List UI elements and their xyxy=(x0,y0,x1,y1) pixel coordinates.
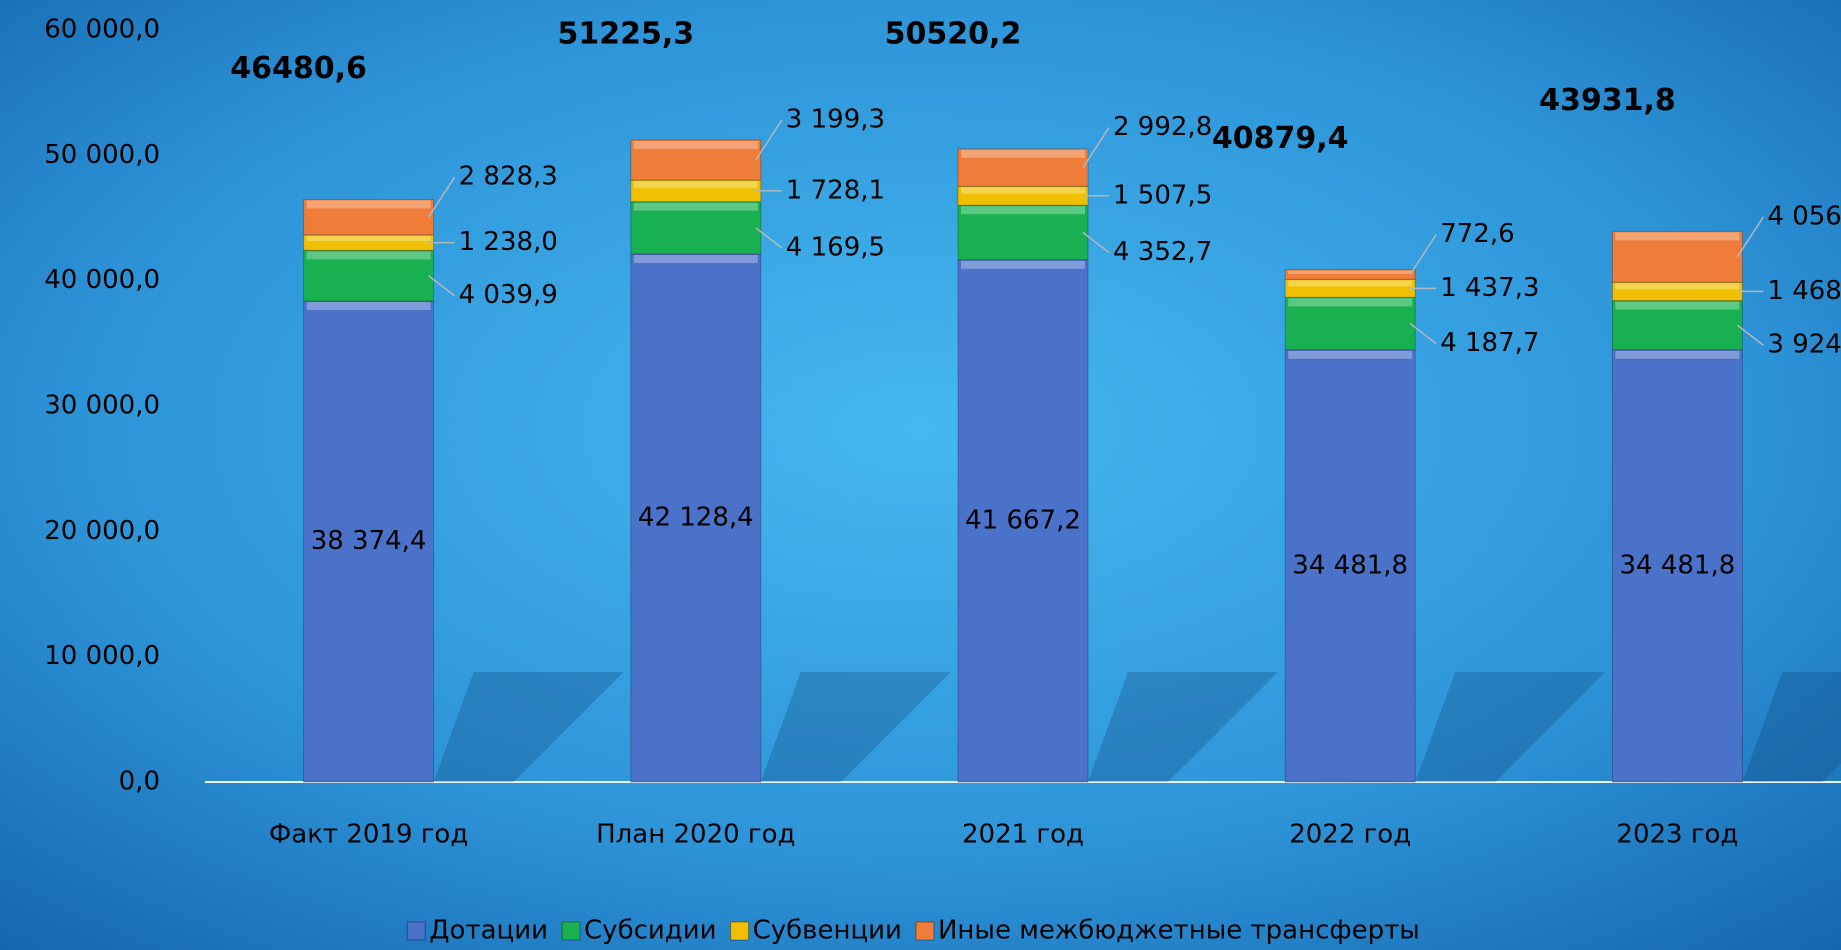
legend: Дотации Субсидии Субвенции Иные межбюджетны… xyxy=(406,916,1420,946)
leader-line xyxy=(427,176,456,218)
bar-bevel xyxy=(633,181,758,189)
leader-line xyxy=(755,119,783,161)
value-label: 42 128,4 xyxy=(638,502,754,532)
bar-bevel xyxy=(1615,350,1740,359)
legend-label: Иные межбюджетные трансферты xyxy=(938,916,1420,946)
bar-bevel xyxy=(961,149,1085,158)
bar-bevel xyxy=(306,302,431,311)
value-label: 34 481,8 xyxy=(1292,550,1408,580)
bar-bevel xyxy=(633,254,758,263)
y-tick-label: 30 000,0 xyxy=(44,391,160,421)
bar-bevel xyxy=(306,251,431,260)
legend-swatch xyxy=(730,921,750,941)
bar-bevel xyxy=(1615,232,1740,241)
value-label: 41 667,2 xyxy=(965,505,1081,535)
y-tick-label: 0,0 xyxy=(119,767,160,797)
y-tick-label: 40 000,0 xyxy=(44,265,160,295)
leader-line xyxy=(1736,324,1764,346)
bar-bevel xyxy=(961,206,1085,215)
legend-label: Дотации xyxy=(429,916,548,946)
bar-bevel xyxy=(1288,270,1413,274)
value-label: 4 352,7 xyxy=(1113,237,1212,267)
total-label: 51225,3 xyxy=(557,17,694,52)
bar-bevel xyxy=(1288,298,1413,307)
value-label: 1 728,1 xyxy=(786,175,885,205)
value-label: 1 468,6 xyxy=(1767,276,1841,306)
bar-shadow xyxy=(1742,672,1841,782)
total-label: 50520,2 xyxy=(885,17,1022,52)
value-label: 1 238,0 xyxy=(459,227,558,257)
bar-shadow xyxy=(1088,672,1278,782)
bar-bevel xyxy=(306,200,431,209)
leader-line xyxy=(755,227,783,249)
bar-bevel xyxy=(1288,280,1413,287)
y-tick-label: 50 000,0 xyxy=(44,140,160,170)
value-label: 34 481,8 xyxy=(1620,550,1736,580)
bar-segment xyxy=(303,249,435,302)
bar-bevel xyxy=(961,187,1085,194)
value-label: 772,6 xyxy=(1440,219,1514,249)
value-label: 3 924,6 xyxy=(1767,330,1841,360)
legend-swatch xyxy=(561,921,581,941)
bar-bevel xyxy=(306,235,431,242)
value-label: 1 437,3 xyxy=(1440,273,1539,303)
total-label: 40879,4 xyxy=(1212,121,1349,156)
value-label: 1 507,5 xyxy=(1113,180,1212,210)
legend-swatch xyxy=(915,921,935,941)
legend-swatch xyxy=(406,921,426,941)
y-tick-label: 20 000,0 xyxy=(44,516,160,546)
leader-line xyxy=(1082,127,1110,168)
value-label: 2 828,3 xyxy=(459,162,558,192)
bar-bevel xyxy=(633,202,758,211)
bar-segment xyxy=(1284,269,1416,280)
x-tick-label: 2021 год xyxy=(962,820,1084,850)
x-tick-label: Факт 2019 год xyxy=(269,820,468,850)
bar-segment xyxy=(630,201,762,255)
x-tick-label: 2022 год xyxy=(1289,820,1411,850)
bar-shadow xyxy=(433,672,624,782)
leader-line xyxy=(1409,322,1437,345)
bar-segment xyxy=(1611,300,1743,351)
bar-shadow xyxy=(1415,672,1606,782)
value-label: 4 039,9 xyxy=(459,280,558,310)
value-label: 2 992,8 xyxy=(1113,112,1212,142)
value-label: 4 056,8 xyxy=(1767,201,1841,231)
leader-line xyxy=(1082,231,1110,254)
total-label: 43931,8 xyxy=(1539,83,1676,118)
bar-bevel xyxy=(633,140,758,149)
bar-segment xyxy=(957,148,1089,187)
value-label: 3 199,3 xyxy=(786,105,885,135)
y-tick-label: 10 000,0 xyxy=(44,641,160,671)
total-label: 46480,6 xyxy=(230,51,367,86)
value-label: 4 169,5 xyxy=(786,232,885,262)
bar-segment xyxy=(1611,230,1743,283)
bar-bevel xyxy=(1615,301,1740,310)
x-tick-label: План 2020 год xyxy=(596,820,795,850)
bar-segment xyxy=(1284,349,1416,783)
bar-shadow xyxy=(760,672,951,782)
bar-segment xyxy=(303,198,435,236)
y-tick-label: 60 000,0 xyxy=(44,15,160,45)
bar-bevel xyxy=(961,260,1085,269)
bar-segment xyxy=(630,139,762,181)
legend-label: Субсидии xyxy=(584,916,717,946)
bar-segment xyxy=(303,300,435,783)
x-tick-label: 2023 год xyxy=(1616,820,1738,850)
leader-line xyxy=(428,275,456,297)
bar-bevel xyxy=(1615,283,1740,290)
bar-segment xyxy=(630,253,762,783)
bar-segment xyxy=(957,204,1089,261)
leader-line xyxy=(1409,234,1437,275)
bar-bevel xyxy=(1288,350,1413,359)
bar-segment xyxy=(1284,296,1416,351)
bar-segment xyxy=(1611,349,1743,783)
value-label: 38 374,4 xyxy=(311,526,427,556)
value-label: 4 187,7 xyxy=(1440,328,1539,358)
leader-line xyxy=(1736,216,1765,258)
legend-label: Субвенции xyxy=(753,916,902,946)
